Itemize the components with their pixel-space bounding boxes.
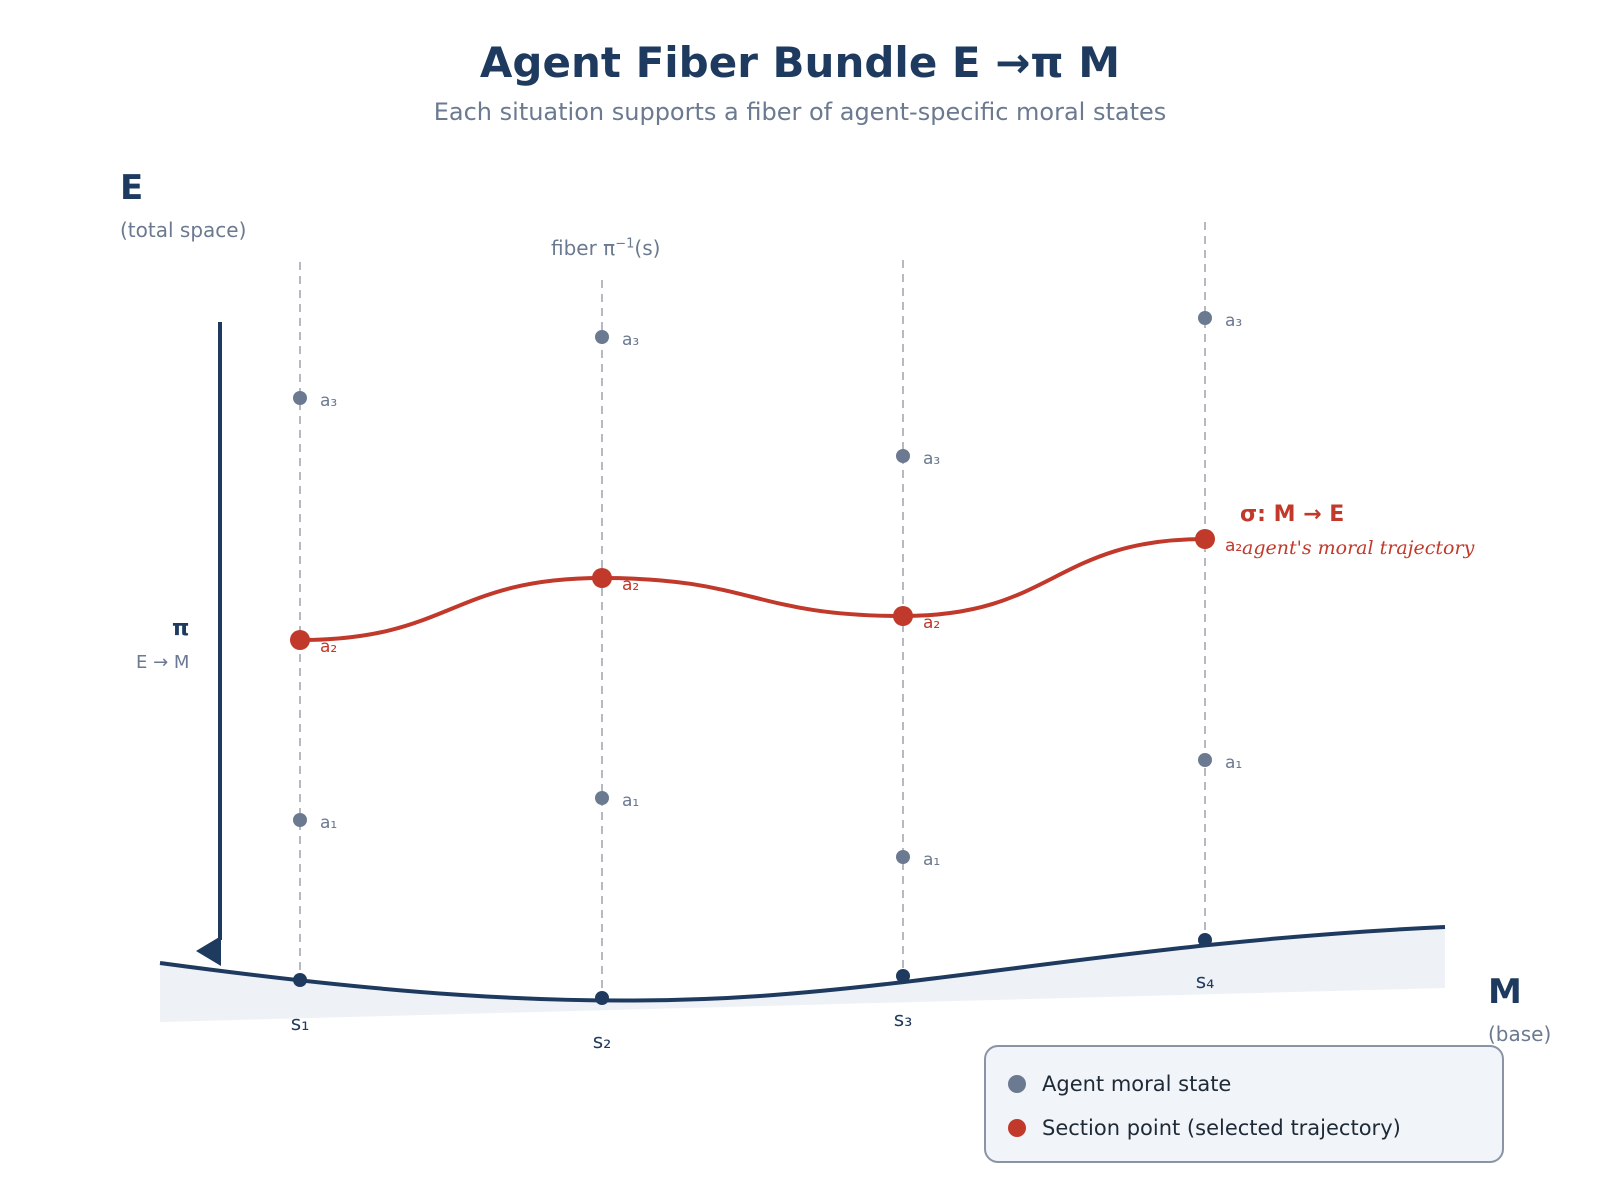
legend: Agent moral state Section point (selecte… bbox=[984, 1045, 1504, 1163]
agent-state-point-1-3 bbox=[293, 391, 307, 405]
situation-label-2: s₂ bbox=[593, 1029, 611, 1053]
projection-arrow-head bbox=[196, 936, 221, 966]
agent-label-4-1: a₁ bbox=[1225, 753, 1242, 773]
agent-label-4-3: a₃ bbox=[1225, 311, 1242, 331]
total-space-symbol: E bbox=[120, 168, 144, 208]
agent-label-3-2: a₂ bbox=[923, 613, 940, 633]
agent-label-2-2: a₂ bbox=[622, 575, 639, 595]
section-trajectory-curve bbox=[299, 537, 1206, 642]
agent-state-point-4-1 bbox=[1198, 753, 1212, 767]
legend-section-point-dot bbox=[1008, 1119, 1026, 1137]
base-space-fill bbox=[160, 927, 1445, 1022]
situation-label-4: s₄ bbox=[1196, 969, 1214, 993]
fiber-lines bbox=[299, 222, 1206, 998]
agent-label-1-1: a₁ bbox=[320, 813, 337, 833]
agent-state-point-2-3 bbox=[595, 330, 609, 344]
agent-label-1-2: a₂ bbox=[320, 637, 337, 657]
agent-label-3-1: a₁ bbox=[923, 850, 940, 870]
base-point-3 bbox=[896, 969, 910, 983]
page-subtitle: Each situation supports a fiber of agent… bbox=[433, 98, 1167, 126]
agent-label-1-3: a₃ bbox=[320, 391, 337, 411]
projection-map: E → M bbox=[136, 652, 190, 673]
fiber-label-superscript: −1 bbox=[615, 236, 635, 252]
legend-item-agent-state: Agent moral state bbox=[1008, 1069, 1231, 1099]
agent-label-4-2: a₂ bbox=[1225, 536, 1242, 556]
agent-state-point-2-1 bbox=[595, 791, 609, 805]
agent-label-3-3: a₃ bbox=[923, 449, 940, 469]
fiber-label-text: fiber π bbox=[551, 236, 616, 260]
situation-label-3: s₃ bbox=[894, 1007, 912, 1031]
base-point-1 bbox=[293, 973, 307, 987]
section-point-4-2 bbox=[1195, 529, 1215, 549]
legend-section-point-label: Section point (selected trajectory) bbox=[1042, 1116, 1401, 1140]
agent-state-point-4-3 bbox=[1198, 311, 1212, 325]
section-point-1-2 bbox=[290, 630, 310, 650]
legend-agent-state-label: Agent moral state bbox=[1042, 1072, 1232, 1096]
base-point-2 bbox=[595, 991, 609, 1005]
agent-state-point-3-1 bbox=[896, 850, 910, 864]
total-space-caption: (total space) bbox=[120, 218, 247, 242]
agent-state-point-3-3 bbox=[896, 449, 910, 463]
base-space-symbol: M bbox=[1488, 972, 1522, 1012]
page-title: Agent Fiber Bundle E →π M bbox=[479, 38, 1121, 87]
point-labels: a₁ a₂ a₃ s₁ a₁ a₂ a₃ s₂ a₁ a₂ a₃ s₃ a₁ a₂ a₃ s₄ bbox=[291, 311, 1242, 1053]
projection-symbol: π bbox=[172, 616, 190, 641]
situation-label-1: s₁ bbox=[291, 1011, 309, 1035]
fiber-points bbox=[290, 311, 1215, 1005]
agent-label-2-1: a₁ bbox=[622, 791, 639, 811]
base-point-4 bbox=[1198, 933, 1212, 947]
agent-state-point-1-1 bbox=[293, 813, 307, 827]
section-title: σ: M → E bbox=[1240, 502, 1345, 527]
section-point-2-2 bbox=[592, 568, 612, 588]
fiber-label: fiber π−1(s) bbox=[551, 236, 660, 260]
base-space-caption: (base) bbox=[1488, 1022, 1552, 1046]
agent-label-2-3: a₃ bbox=[622, 330, 639, 350]
section-point-3-2 bbox=[893, 606, 913, 626]
section-description: agent's moral trajectory bbox=[1242, 537, 1475, 559]
legend-agent-state-dot bbox=[1008, 1075, 1026, 1093]
legend-item-section-point: Section point (selected trajectory) bbox=[1008, 1113, 1401, 1143]
fiber-label-suffix: (s) bbox=[634, 236, 661, 260]
